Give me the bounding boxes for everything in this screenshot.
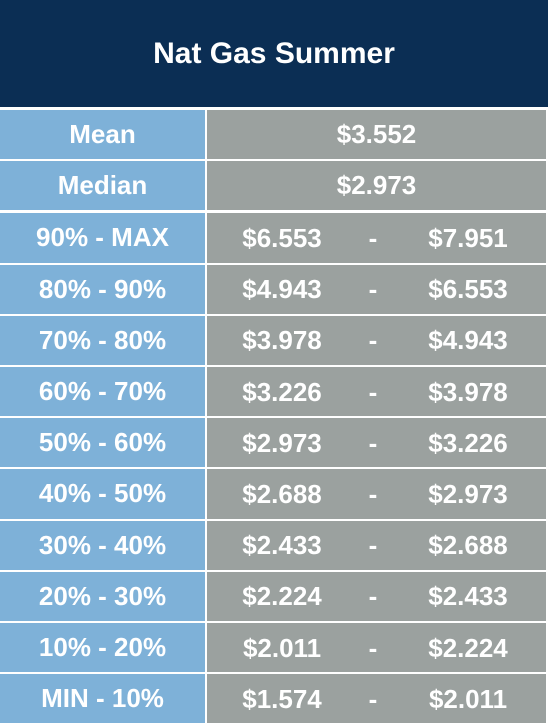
- range-separator: -: [368, 325, 378, 356]
- range-separator: -: [368, 683, 378, 714]
- range-high: $3.226: [428, 427, 508, 458]
- range-low: $4.943: [242, 274, 322, 305]
- range-high: $7.951: [428, 223, 508, 253]
- value-cell: [207, 520, 546, 570]
- range-high: $2.224: [428, 632, 508, 663]
- value-cell: [207, 213, 546, 263]
- range-low: $3.978: [242, 325, 322, 356]
- row-label: 80% - 90%: [0, 264, 205, 314]
- row-label: 90% - MAX: [0, 213, 205, 263]
- row-label: 30% - 40%: [0, 520, 205, 570]
- value-cell: [207, 418, 546, 468]
- range-low: $6.553: [242, 223, 322, 253]
- value-cell: [207, 315, 546, 365]
- range-low: $1.574: [242, 683, 322, 714]
- value-cell: [207, 469, 546, 519]
- range-separator: -: [368, 530, 378, 561]
- range-high: $6.553: [428, 274, 508, 305]
- row-label: 50% - 60%: [0, 418, 205, 468]
- row-label: 20% - 30%: [0, 571, 205, 621]
- value-cell: [207, 674, 546, 724]
- row-label: Median: [0, 161, 205, 211]
- row-label: 10% - 20%: [0, 623, 205, 673]
- range-high: $2.433: [428, 581, 508, 612]
- range-low: $3.226: [242, 376, 322, 407]
- range-high: $2.973: [428, 479, 508, 509]
- range-separator: -: [368, 274, 378, 305]
- row-label: 40% - 50%: [0, 469, 205, 519]
- range-low: $2.224: [242, 581, 322, 612]
- table-title: Nat Gas Summer: [0, 0, 548, 107]
- range-low: $2.973: [242, 427, 322, 458]
- range-separator: -: [368, 581, 378, 612]
- row-label: 70% - 80%: [0, 315, 205, 365]
- range-low: $2.688: [242, 479, 322, 509]
- value-cell: [207, 367, 546, 417]
- range-low: $2.011: [242, 632, 322, 663]
- value-cell: [207, 623, 546, 673]
- row-value: $3.552: [207, 110, 546, 160]
- range-low: $2.433: [242, 530, 322, 561]
- row-label: Mean: [0, 110, 205, 160]
- range-separator: -: [368, 479, 378, 509]
- range-separator: -: [368, 223, 378, 253]
- range-separator: -: [368, 427, 378, 458]
- range-high: $3.978: [428, 376, 508, 407]
- row-value: $2.973: [207, 161, 546, 211]
- row-label: MIN - 10%: [0, 674, 205, 724]
- range-high: $2.011: [428, 683, 508, 714]
- range-high: $2.688: [428, 530, 508, 561]
- range-high: $4.943: [428, 325, 508, 356]
- value-cell: [207, 264, 546, 314]
- row-label: 60% - 70%: [0, 367, 205, 417]
- range-separator: -: [368, 376, 378, 407]
- value-cell: [207, 571, 546, 621]
- range-separator: -: [368, 632, 378, 663]
